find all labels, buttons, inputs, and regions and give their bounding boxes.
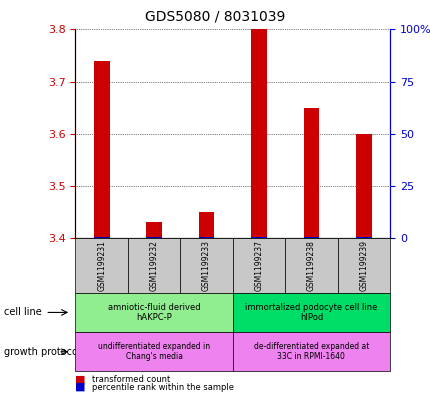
Bar [251, 29, 266, 238]
Text: GSM1199238: GSM1199238 [306, 240, 315, 291]
Bar [303, 108, 319, 238]
Bar [355, 237, 371, 238]
Text: de-differentiated expanded at
33C in RPMI-1640: de-differentiated expanded at 33C in RPM… [253, 342, 368, 362]
Bar [198, 237, 214, 238]
Text: GSM1199233: GSM1199233 [202, 240, 211, 291]
Text: GSM1199237: GSM1199237 [254, 240, 263, 291]
Text: undifferentiated expanded in
Chang's media: undifferentiated expanded in Chang's med… [98, 342, 210, 362]
Text: growth protocol: growth protocol [4, 347, 81, 357]
Text: GSM1199232: GSM1199232 [149, 240, 158, 291]
Bar [355, 134, 371, 238]
Bar [94, 61, 109, 238]
Bar [146, 237, 162, 238]
Bar [94, 237, 109, 238]
Text: GDS5080 / 8031039: GDS5080 / 8031039 [145, 10, 285, 24]
Bar [198, 212, 214, 238]
Bar [146, 222, 162, 238]
Text: ■: ■ [75, 382, 86, 392]
Text: transformed count: transformed count [92, 375, 170, 384]
Bar [303, 237, 319, 238]
Text: ■: ■ [75, 374, 86, 384]
Bar [251, 237, 266, 238]
Text: cell line: cell line [4, 307, 42, 318]
Text: GSM1199239: GSM1199239 [359, 240, 368, 291]
Text: immortalized podocyte cell line
hIPod: immortalized podocyte cell line hIPod [245, 303, 377, 322]
Text: percentile rank within the sample: percentile rank within the sample [92, 383, 233, 391]
Text: amniotic-fluid derived
hAKPC-P: amniotic-fluid derived hAKPC-P [108, 303, 200, 322]
Text: GSM1199231: GSM1199231 [97, 240, 106, 291]
